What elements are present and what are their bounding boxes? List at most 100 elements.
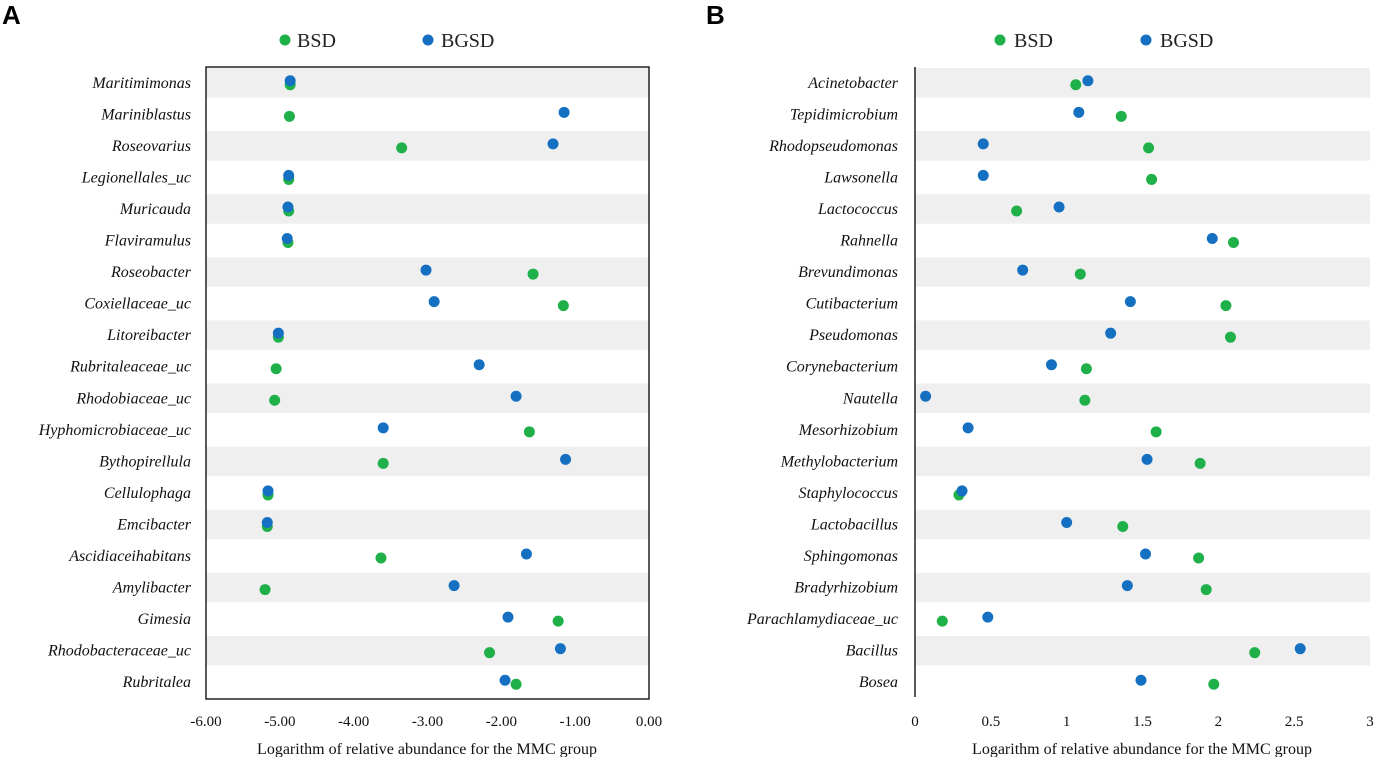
panel-b-category-label: Cutibacterium	[806, 296, 898, 313]
panel-b-bgsd-point	[1140, 548, 1152, 560]
panel-b-bsd-point	[1194, 457, 1206, 469]
panel-a-bsd-point	[484, 647, 496, 659]
panel-b-bgsd-point	[1294, 643, 1306, 655]
panel-b-bsd-point	[1011, 205, 1023, 217]
panel-b-bgsd-point	[1082, 75, 1094, 87]
panel-a-plot-frame	[205, 66, 650, 700]
panel-a-bgsd-point	[283, 169, 295, 181]
panel-b-bsd-point	[1220, 300, 1232, 312]
panel-a-bsd-point	[527, 268, 539, 280]
panel-b-points	[920, 75, 1306, 690]
panel-b-bsd-point	[1143, 142, 1155, 154]
panel-a: A BSD BGSD Maritimimonas Mariniblastus Ros…	[2, 0, 662, 757]
panel-b-category-label: Methylobacterium	[780, 453, 898, 470]
panel-b-category-label: Lactobacillus	[810, 516, 898, 533]
panel-b-legend-bgsd-label: BGSD	[1160, 30, 1213, 52]
panel-b-bgsd-point	[1073, 106, 1085, 118]
panel-b-bsd-point	[1200, 584, 1212, 596]
panel-b-bsd-point	[1117, 520, 1129, 532]
panel-a-bgsd-point	[261, 516, 273, 528]
panel-a-category-label: Ascidiaceihabitans	[68, 548, 191, 565]
panel-b-bsd-point	[936, 615, 948, 627]
panel-a-bsd-point	[270, 363, 282, 375]
panel-b-bsd-point	[1070, 79, 1082, 91]
panel-b-bsd-point	[1115, 110, 1127, 122]
panel-a-bgsd-point	[499, 674, 511, 686]
panel-b-bsd-point	[1080, 363, 1092, 375]
panel-b-bsd-point	[1228, 237, 1239, 249]
panel-a-x-tick-label: -4.00	[338, 714, 369, 730]
panel-a-bsd-point	[375, 552, 387, 564]
panel-a-bgsd-point	[420, 264, 432, 276]
panel-b-legend-bsd-label: BSD	[1014, 30, 1053, 52]
panel-b-bgsd-point	[1141, 453, 1153, 465]
panel-a-x-tick-label: -3.00	[412, 714, 443, 730]
panel-a-category-label: Coxiellaceae_uc	[84, 296, 191, 313]
panel-b-legend-bsd-marker	[994, 34, 1006, 46]
panel-a-bgsd-point	[428, 296, 440, 308]
panel-b-bsd-point	[1079, 394, 1091, 406]
panel-b-category-label: Corynebacterium	[786, 359, 898, 376]
panel-a-bgsd-point	[558, 106, 570, 118]
panel-b-bgsd-point	[1124, 296, 1136, 308]
panel-b-category-label: Nautella	[842, 390, 898, 407]
panel-b-bsd-point	[1249, 647, 1261, 659]
panel-a-bgsd-point	[272, 327, 284, 339]
panel-a-category-label: Roseobacter	[110, 264, 192, 281]
panel-a-points	[259, 75, 572, 690]
panel-b-category-label: Lactococcus	[817, 201, 898, 218]
panel-a-bgsd-point	[284, 75, 296, 87]
panel-b-row-band	[915, 194, 1370, 224]
panel-a-category-label: Rubritalea	[122, 674, 191, 691]
panel-b-label: B	[706, 0, 725, 30]
panel-a-category-label: Mariniblastus	[100, 106, 191, 123]
panel-a-label: A	[2, 0, 21, 30]
panel-b-bgsd-point	[982, 611, 994, 623]
panel-a-bsd-point	[557, 300, 569, 312]
panel-a-x-tick-label: -6.00	[190, 714, 221, 730]
panel-b-category-label: Staphylococcus	[798, 485, 898, 502]
panel-b-row-band	[915, 635, 1370, 666]
panel-a-bsd-point	[283, 110, 295, 122]
panel-b-category-label: Brevundimonas	[798, 264, 898, 281]
panel-a-category-label: Hyphomicrobiaceae_uc	[38, 422, 191, 439]
panel-b-row-band	[915, 572, 1370, 603]
panel-b-row-band	[915, 68, 1370, 98]
panel-a-legend-bgsd-marker	[422, 34, 434, 46]
panel-b-x-tick-label: 2.5	[1285, 714, 1304, 730]
panel-b-bgsd-point	[1121, 580, 1133, 592]
panel-b: B BSD BGSD Acinetobacter Tepidimicrobium R…	[706, 0, 1374, 757]
panel-a-bsd-point	[377, 457, 389, 469]
panel-a-row-band	[206, 635, 649, 666]
panel-a-bgsd-point	[281, 233, 293, 245]
panel-a-bgsd-point	[377, 422, 389, 434]
panel-b-row-band	[915, 509, 1370, 540]
panel-a-bgsd-point	[547, 138, 559, 150]
panel-b-category-label: Lawsonella	[823, 169, 898, 186]
panel-b-category-label: Tepidimicrobium	[790, 106, 898, 123]
panel-b-category-label: Mesorhizobium	[798, 422, 898, 439]
panel-b-bgsd-point	[1135, 674, 1147, 686]
panel-a-category-label: Rubritaleaceae_uc	[69, 359, 191, 376]
panel-b-x-tick-label: 2	[1215, 714, 1223, 730]
panel-a-category-label: Maritimimonas	[91, 75, 191, 92]
panel-b-bsd-point	[1193, 552, 1205, 564]
panel-b-category-label: Bradyrhizobium	[794, 580, 898, 597]
panel-b-bgsd-point	[1061, 516, 1073, 528]
panel-b-bgsd-point	[977, 138, 989, 150]
panel-a-x-tick-label: -5.00	[264, 714, 295, 730]
panel-a-bgsd-point	[448, 580, 460, 592]
panel-b-category-label: Bacillus	[846, 643, 898, 660]
panel-b-bgsd-point	[1206, 233, 1218, 245]
panel-b-bgsd-point	[1053, 201, 1065, 213]
panel-a-category-label: Muricauda	[119, 201, 191, 218]
panel-a-category-label: Roseovarius	[111, 138, 191, 155]
panel-b-bgsd-point	[1046, 359, 1057, 371]
panel-b-bsd-point	[1146, 173, 1158, 185]
panel-a-category-label: Rhodobacteraceae_uc	[47, 643, 191, 660]
panel-a-bgsd-point	[554, 643, 566, 655]
panel-b-bgsd-point	[920, 390, 932, 402]
panel-b-category-label: Rhodopseudomonas	[768, 138, 898, 155]
panel-b-x-axis-title: Logarithm of relative abundance for the …	[972, 741, 1312, 757]
